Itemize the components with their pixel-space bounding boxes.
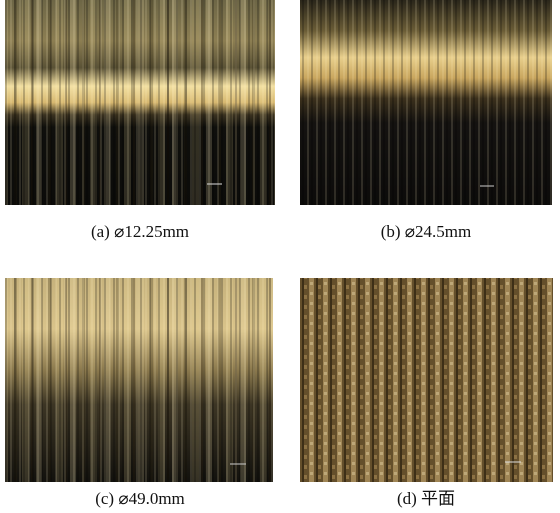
micrograph-d <box>300 278 553 482</box>
micrograph-c <box>5 278 273 482</box>
caption: (d) 平面 <box>397 489 455 508</box>
caption: (c) ⌀49.0mm <box>95 489 185 508</box>
page: (a) ⌀12.25mm (b) ⌀24.5mm (c) ⌀49.0mm (d)… <box>0 0 560 513</box>
micrograph-a <box>5 0 275 205</box>
figure: (a) ⌀12.25mm (b) ⌀24.5mm (c) ⌀49.0mm (d)… <box>0 0 560 513</box>
caption: (a) ⌀12.25mm <box>91 222 189 241</box>
caption: (b) ⌀24.5mm <box>381 222 472 241</box>
micrograph-b <box>300 0 552 205</box>
